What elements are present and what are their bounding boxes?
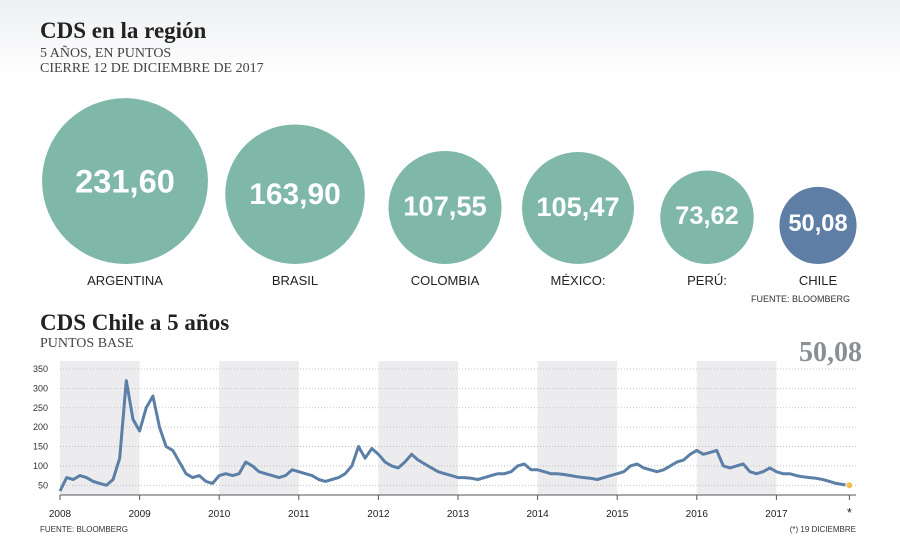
title: CDS en la región bbox=[40, 18, 207, 43]
bubble bbox=[779, 186, 857, 264]
x-tick-label: 2009 bbox=[128, 509, 151, 520]
source: FUENTE: BLOOMBERG bbox=[40, 525, 128, 534]
subtitle: CIERRE 12 DE DICIEMBRE DE 2017 bbox=[40, 61, 264, 76]
bubble bbox=[225, 124, 365, 264]
bubble bbox=[660, 170, 754, 264]
header-bg bbox=[0, 0, 900, 80]
category-label: ARGENTINA bbox=[87, 273, 163, 288]
end-marker bbox=[845, 481, 854, 490]
value-label: 231,60 bbox=[75, 164, 175, 200]
x-tick-label: * bbox=[847, 505, 852, 520]
y-tick-label: 200 bbox=[33, 422, 48, 432]
source: FUENTE: BLOOMBERG bbox=[751, 294, 850, 304]
bubble bbox=[388, 150, 502, 264]
y-tick-label: 50 bbox=[38, 480, 48, 490]
y-tick-label: 100 bbox=[33, 461, 48, 471]
value-label: 50,08 bbox=[799, 337, 862, 368]
bubble bbox=[42, 98, 208, 265]
category-label: BRASIL bbox=[272, 273, 318, 288]
x-tick-label: 2017 bbox=[765, 509, 788, 520]
category-label: MÉXICO: bbox=[551, 273, 606, 288]
x-tick-label: 2015 bbox=[606, 509, 629, 520]
x-tick-label: 2010 bbox=[208, 509, 231, 520]
value-label: 73,62 bbox=[675, 202, 738, 230]
value-label: 105,47 bbox=[536, 191, 619, 222]
category-label: COLOMBIA bbox=[411, 273, 480, 288]
x-tick-label: 2014 bbox=[526, 509, 549, 520]
category-label: CHILE bbox=[799, 273, 838, 288]
note: (*) 19 DICIEMBRE bbox=[790, 525, 856, 534]
y-tick-label: 150 bbox=[33, 442, 48, 452]
subtitle: 5 AÑOS, EN PUNTOS bbox=[40, 45, 171, 61]
x-tick-label: 2011 bbox=[288, 509, 310, 520]
x-tick-label: 2008 bbox=[49, 509, 72, 520]
year-band bbox=[537, 361, 618, 495]
year-band bbox=[696, 361, 777, 495]
x-tick-label: 2013 bbox=[447, 509, 470, 520]
value-label: 107,55 bbox=[403, 190, 487, 221]
value-label: 50,08 bbox=[788, 211, 847, 237]
y-tick-label: 300 bbox=[33, 383, 48, 393]
y-tick-label: 250 bbox=[33, 403, 48, 413]
bubble bbox=[522, 152, 634, 264]
subtitle: PUNTOS BASE bbox=[40, 336, 134, 351]
y-tick-label: 350 bbox=[33, 364, 48, 374]
category-label: PERÚ: bbox=[687, 273, 727, 288]
x-tick-label: 2016 bbox=[686, 509, 709, 520]
value-label: 163,90 bbox=[249, 178, 341, 211]
x-tick-label: 2012 bbox=[367, 509, 390, 520]
line bbox=[58, 379, 850, 492]
title: CDS Chile a 5 años bbox=[40, 310, 229, 335]
